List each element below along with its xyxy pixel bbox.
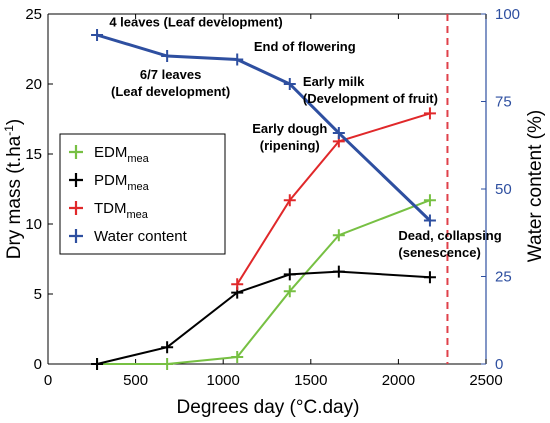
data-point-edm bbox=[332, 229, 345, 242]
legend-marker-pdm bbox=[69, 173, 83, 187]
y-tick-label-left: 25 bbox=[25, 6, 42, 23]
y-tick-label-right: 100 bbox=[495, 6, 520, 23]
data-point-water bbox=[423, 214, 436, 227]
y-tick-label-left: 20 bbox=[25, 76, 42, 93]
data-point-tdm bbox=[283, 194, 296, 207]
data-point-edm bbox=[423, 194, 436, 207]
y-tick-label-right: 50 bbox=[495, 181, 512, 198]
x-tick-label: 1500 bbox=[294, 372, 327, 389]
series-line-water bbox=[96, 33, 431, 222]
annotation: 4 leaves (Leaf development) bbox=[109, 14, 282, 29]
annotation: End of flowering bbox=[254, 39, 356, 54]
legend: EDMmea PDMmea TDMmea Water content bbox=[59, 133, 226, 255]
y-tick-label-right: 25 bbox=[495, 269, 512, 286]
axes: 0 500 1000 1500 2000 250005101520250255075100… bbox=[2, 6, 520, 389]
legend-label-water: Water content bbox=[94, 228, 188, 245]
data-point-edm bbox=[231, 351, 244, 363]
series-line-tdm bbox=[236, 112, 431, 285]
chart-marks bbox=[91, 14, 449, 370]
data-point-pdm bbox=[423, 271, 436, 284]
series-line-pdm bbox=[96, 270, 430, 365]
annotation: Early milk (Development of fruit) bbox=[303, 74, 438, 106]
x-tick-label: 1000 bbox=[207, 372, 240, 389]
annotation: Early dough (ripening) bbox=[252, 121, 327, 153]
legend-marker-edm bbox=[69, 145, 83, 159]
annotation: 6/7 leaves (Leaf development) bbox=[111, 67, 230, 99]
x-tick-label: 2000 bbox=[382, 372, 415, 389]
data-point-water bbox=[91, 29, 104, 41]
series-tdm bbox=[231, 107, 436, 291]
data-point-water bbox=[161, 50, 174, 62]
y-tick-label-left: 10 bbox=[25, 216, 42, 233]
data-point-pdm bbox=[91, 358, 104, 370]
legend-marker-tdm bbox=[69, 201, 83, 215]
series-water bbox=[91, 29, 436, 227]
data-point-pdm bbox=[161, 341, 174, 354]
legend-marker-water bbox=[69, 229, 83, 243]
y-tick-label-right: 75 bbox=[495, 94, 512, 111]
data-point-tdm bbox=[423, 107, 436, 120]
y-axis-label-right: Water content (%) bbox=[525, 110, 546, 262]
data-point-pdm bbox=[283, 268, 296, 281]
y-axis-label-left: Dry mass (t.ha-1) bbox=[2, 119, 25, 260]
y-tick-label-left: 5 bbox=[34, 286, 42, 303]
data-point-tdm bbox=[231, 278, 244, 291]
data-point-pdm bbox=[332, 265, 345, 278]
y-tick-label-right: 0 bbox=[495, 356, 503, 373]
x-tick-label: 500 bbox=[123, 372, 148, 389]
annotations: 4 leaves (Leaf development) 6/7 leaves (Le… bbox=[109, 14, 501, 260]
x-tick-label: 2500 bbox=[469, 372, 502, 389]
data-point-edm bbox=[283, 285, 296, 298]
legend-label-tdm: TDMmea bbox=[94, 200, 149, 221]
data-point-water bbox=[231, 53, 244, 66]
data-point-edm bbox=[161, 358, 174, 370]
series-pdm bbox=[91, 265, 436, 370]
data-point-water bbox=[283, 78, 296, 90]
series-line-edm bbox=[97, 199, 431, 365]
legend-label-edm: EDMmea bbox=[94, 144, 150, 165]
y-tick-label-left: 15 bbox=[25, 146, 42, 163]
x-axis-label: Degrees day (°C.day) bbox=[177, 397, 360, 418]
data-point-water bbox=[332, 127, 345, 139]
series-edm bbox=[91, 194, 436, 370]
y-tick-label-left: 0 bbox=[34, 356, 42, 373]
x-tick-label: 0 bbox=[44, 372, 52, 389]
legend-label-pdm: PDMmea bbox=[94, 172, 150, 193]
legend-box bbox=[59, 133, 226, 255]
annotation: Dead, collapsing (senescence) bbox=[398, 228, 501, 260]
